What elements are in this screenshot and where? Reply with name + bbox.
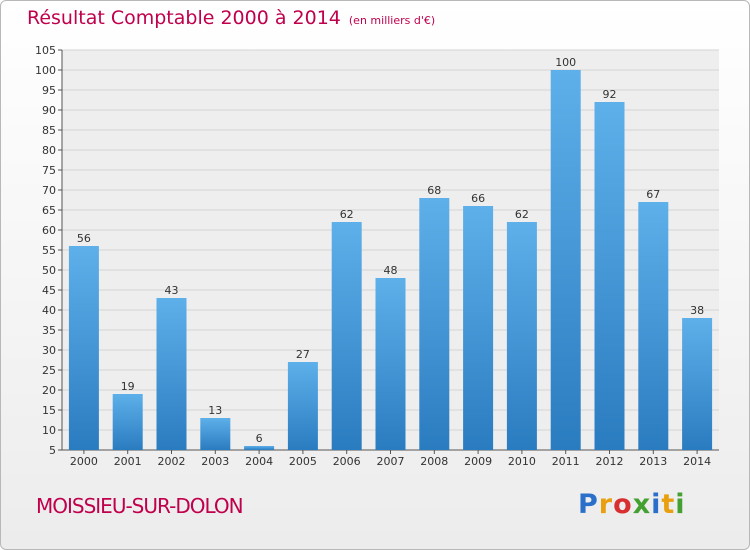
- x-tick-label: 2007: [377, 455, 405, 468]
- data-label: 62: [340, 208, 354, 221]
- proxiti-logo: Proxiti: [578, 489, 686, 520]
- bar: [200, 418, 231, 450]
- y-tick-label: 55: [42, 244, 56, 257]
- chart-title: Résultat Comptable 2000 à 2014 (en millie…: [27, 7, 435, 29]
- data-label: 68: [427, 184, 441, 197]
- y-tick-label: 100: [35, 64, 56, 77]
- y-tick-label: 5: [49, 444, 56, 457]
- commune-name: MOISSIEU-SUR-DOLON: [36, 494, 244, 518]
- y-tick-label: 80: [42, 144, 56, 157]
- y-tick-label: 20: [42, 384, 56, 397]
- data-label: 6: [256, 432, 263, 445]
- logo-letter: r: [598, 489, 614, 520]
- chart-title-text: Résultat Comptable 2000 à 2014: [27, 7, 341, 29]
- logo-letter: t: [661, 489, 676, 520]
- y-tick-label: 105: [35, 44, 56, 57]
- y-tick-label: 95: [42, 84, 56, 97]
- y-tick-label: 30: [42, 344, 56, 357]
- bar: [682, 318, 713, 450]
- logo-letter: P: [578, 489, 599, 520]
- data-label: 66: [471, 192, 485, 205]
- data-label: 48: [384, 264, 398, 277]
- y-tick-label: 35: [42, 324, 56, 337]
- data-label: 38: [690, 304, 704, 317]
- y-tick-label: 90: [42, 104, 56, 117]
- data-label: 13: [208, 404, 222, 417]
- logo-letter: x: [632, 489, 652, 520]
- bar: [506, 222, 537, 450]
- bar: [331, 222, 362, 450]
- x-tick-label: 2002: [158, 455, 186, 468]
- bar: [550, 70, 581, 450]
- x-tick-label: 2003: [201, 455, 229, 468]
- x-tick-label: 2000: [70, 455, 98, 468]
- x-tick-label: 2012: [596, 455, 624, 468]
- x-tick-label: 2011: [552, 455, 580, 468]
- y-tick-label: 85: [42, 124, 56, 137]
- x-tick-label: 2014: [683, 455, 711, 468]
- logo-letter: i: [675, 489, 686, 520]
- data-label: 67: [646, 188, 660, 201]
- chart-subtitle: (en milliers d'€): [348, 14, 436, 27]
- data-label: 19: [121, 380, 135, 393]
- data-label: 62: [515, 208, 529, 221]
- bar: [463, 206, 494, 450]
- y-tick-label: 40: [42, 304, 56, 317]
- y-tick-label: 50: [42, 264, 56, 277]
- logo-letter: i: [651, 489, 662, 520]
- bar: [287, 362, 318, 450]
- y-tick-label: 10: [42, 424, 56, 437]
- data-label: 27: [296, 348, 310, 361]
- y-tick-label: 25: [42, 364, 56, 377]
- x-tick-label: 2008: [420, 455, 448, 468]
- bar: [68, 246, 99, 450]
- logo-letter: o: [613, 489, 633, 520]
- bar: [638, 202, 669, 450]
- y-tick-label: 45: [42, 284, 56, 297]
- x-tick-label: 2013: [639, 455, 667, 468]
- data-label: 43: [165, 284, 179, 297]
- bar: [244, 446, 275, 450]
- bar: [156, 298, 187, 450]
- bar: [419, 198, 450, 450]
- x-tick-label: 2010: [508, 455, 536, 468]
- data-label: 56: [77, 232, 91, 245]
- bar: [375, 278, 406, 450]
- x-tick-label: 2006: [333, 455, 361, 468]
- x-tick-label: 2009: [464, 455, 492, 468]
- x-tick-label: 2001: [114, 455, 142, 468]
- y-tick-label: 65: [42, 204, 56, 217]
- x-tick-label: 2004: [245, 455, 273, 468]
- y-tick-label: 70: [42, 184, 56, 197]
- data-label: 100: [555, 56, 576, 69]
- bar: [594, 102, 625, 450]
- x-tick-label: 2005: [289, 455, 317, 468]
- y-tick-label: 15: [42, 404, 56, 417]
- y-tick-label: 60: [42, 224, 56, 237]
- bar: [112, 394, 143, 450]
- data-label: 92: [603, 88, 617, 101]
- y-tick-label: 75: [42, 164, 56, 177]
